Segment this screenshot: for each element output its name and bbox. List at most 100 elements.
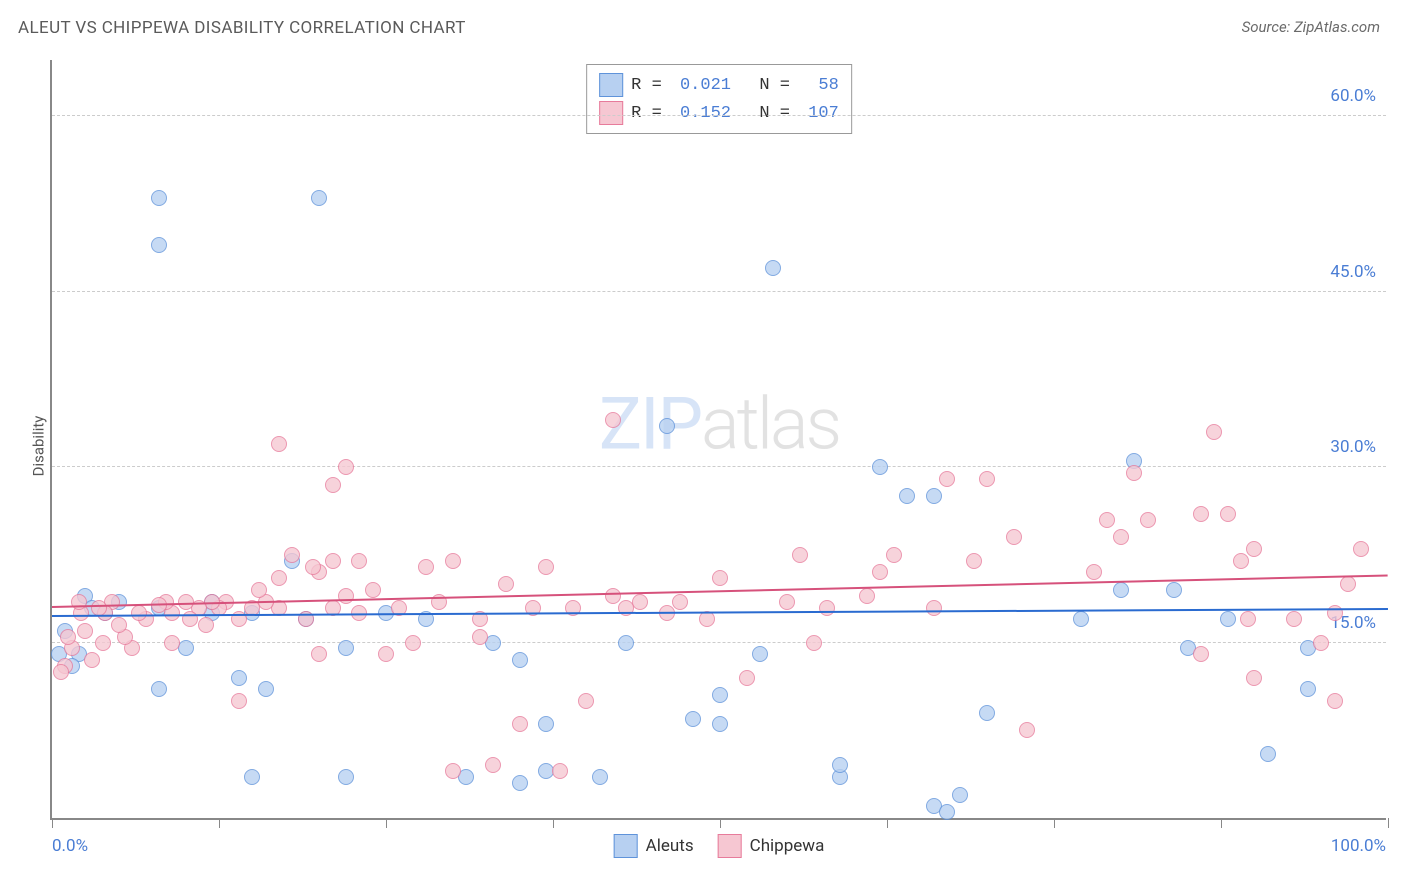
scatter-point bbox=[445, 553, 461, 569]
scatter-point bbox=[1240, 611, 1256, 627]
scatter-point bbox=[1166, 582, 1182, 598]
chart-title: ALEUT VS CHIPPEWA DISABILITY CORRELATION… bbox=[18, 18, 466, 38]
scatter-point bbox=[512, 775, 528, 791]
legend-r-value-1: 0.021 bbox=[680, 76, 731, 95]
scatter-point bbox=[832, 757, 848, 773]
scatter-point bbox=[258, 681, 274, 697]
scatter-point bbox=[685, 711, 701, 727]
watermark-atlas: atlas bbox=[701, 381, 839, 466]
scatter-point bbox=[111, 617, 127, 633]
watermark: ZIPatlas bbox=[599, 381, 839, 466]
scatter-point bbox=[1246, 541, 1262, 557]
legend-swatch-aleuts bbox=[599, 73, 623, 97]
scatter-point bbox=[231, 693, 247, 709]
scatter-point bbox=[605, 412, 621, 428]
scatter-point bbox=[305, 559, 321, 575]
scatter-point bbox=[1220, 611, 1236, 627]
scatter-point bbox=[966, 553, 982, 569]
legend-bottom-swatch-aleuts bbox=[614, 834, 638, 858]
x-tick bbox=[1221, 818, 1222, 828]
y-tick-label: 30.0% bbox=[1330, 437, 1376, 457]
scatter-point bbox=[1246, 670, 1262, 686]
scatter-point bbox=[1300, 681, 1316, 697]
x-tick bbox=[52, 818, 53, 828]
scatter-point bbox=[1006, 529, 1022, 545]
scatter-point bbox=[886, 547, 902, 563]
scatter-point bbox=[578, 693, 594, 709]
scatter-point bbox=[311, 646, 327, 662]
scatter-point bbox=[1193, 506, 1209, 522]
scatter-point bbox=[926, 488, 942, 504]
scatter-point bbox=[712, 687, 728, 703]
scatter-point bbox=[271, 436, 287, 452]
legend-stats-row-2: R = 0.152 N = 107 bbox=[599, 99, 839, 127]
scatter-point bbox=[538, 716, 554, 732]
scatter-point bbox=[244, 769, 260, 785]
scatter-point bbox=[338, 769, 354, 785]
legend-n-label-2: N = bbox=[739, 104, 800, 123]
scatter-point bbox=[592, 769, 608, 785]
scatter-point bbox=[712, 716, 728, 732]
x-tick bbox=[720, 818, 721, 828]
scatter-point bbox=[151, 681, 167, 697]
scatter-point bbox=[872, 564, 888, 580]
scatter-point bbox=[819, 600, 835, 616]
scatter-point bbox=[765, 260, 781, 276]
scatter-point bbox=[1340, 576, 1356, 592]
scatter-point bbox=[792, 547, 808, 563]
legend-r-label-1: R = bbox=[631, 76, 672, 95]
legend-stats: R = 0.021 N = 58 R = 0.152 N = 107 bbox=[586, 64, 852, 134]
scatter-point bbox=[164, 635, 180, 651]
scatter-point bbox=[1220, 506, 1236, 522]
scatter-point bbox=[1206, 424, 1222, 440]
scatter-point bbox=[284, 547, 300, 563]
scatter-point bbox=[926, 600, 942, 616]
scatter-point bbox=[351, 553, 367, 569]
scatter-point bbox=[60, 629, 76, 645]
legend-r-label-2: R = bbox=[631, 104, 672, 123]
legend-item-aleuts: Aleuts bbox=[614, 834, 694, 858]
scatter-point bbox=[939, 471, 955, 487]
scatter-point bbox=[1019, 722, 1035, 738]
scatter-point bbox=[806, 635, 822, 651]
x-tick bbox=[553, 818, 554, 828]
scatter-point bbox=[1126, 465, 1142, 481]
x-tick bbox=[887, 818, 888, 828]
scatter-point bbox=[1140, 512, 1156, 528]
legend-item-chippewa: Chippewa bbox=[718, 834, 825, 858]
legend-n-value-2: 107 bbox=[808, 104, 839, 123]
legend-bottom-swatch-chippewa bbox=[718, 834, 742, 858]
scatter-point bbox=[53, 664, 69, 680]
scatter-point bbox=[365, 582, 381, 598]
scatter-point bbox=[739, 670, 755, 686]
legend-series: Aleuts Chippewa bbox=[614, 834, 825, 858]
legend-r-value-2: 0.152 bbox=[680, 104, 731, 123]
source-label: Source: ZipAtlas.com bbox=[1242, 18, 1380, 36]
scatter-point bbox=[378, 646, 394, 662]
legend-swatch-chippewa bbox=[599, 101, 623, 125]
scatter-point bbox=[859, 588, 875, 604]
scatter-point bbox=[659, 418, 675, 434]
scatter-point bbox=[418, 559, 434, 575]
scatter-point bbox=[1193, 646, 1209, 662]
scatter-point bbox=[512, 652, 528, 668]
legend-stats-row-1: R = 0.021 N = 58 bbox=[599, 71, 839, 99]
scatter-point bbox=[311, 190, 327, 206]
scatter-point bbox=[151, 190, 167, 206]
x-tick bbox=[386, 818, 387, 828]
x-axis-min-label: 0.0% bbox=[52, 836, 88, 856]
scatter-point bbox=[1113, 529, 1129, 545]
scatter-point bbox=[231, 670, 247, 686]
scatter-point bbox=[1099, 512, 1115, 528]
scatter-point bbox=[552, 763, 568, 779]
scatter-point bbox=[899, 488, 915, 504]
scatter-point bbox=[952, 787, 968, 803]
y-tick-label: 45.0% bbox=[1330, 262, 1376, 282]
scatter-point bbox=[1286, 611, 1302, 627]
scatter-point bbox=[1313, 635, 1329, 651]
scatter-point bbox=[95, 635, 111, 651]
scatter-point bbox=[198, 617, 214, 633]
scatter-point bbox=[1260, 746, 1276, 762]
scatter-point bbox=[325, 477, 341, 493]
scatter-point bbox=[251, 582, 267, 598]
